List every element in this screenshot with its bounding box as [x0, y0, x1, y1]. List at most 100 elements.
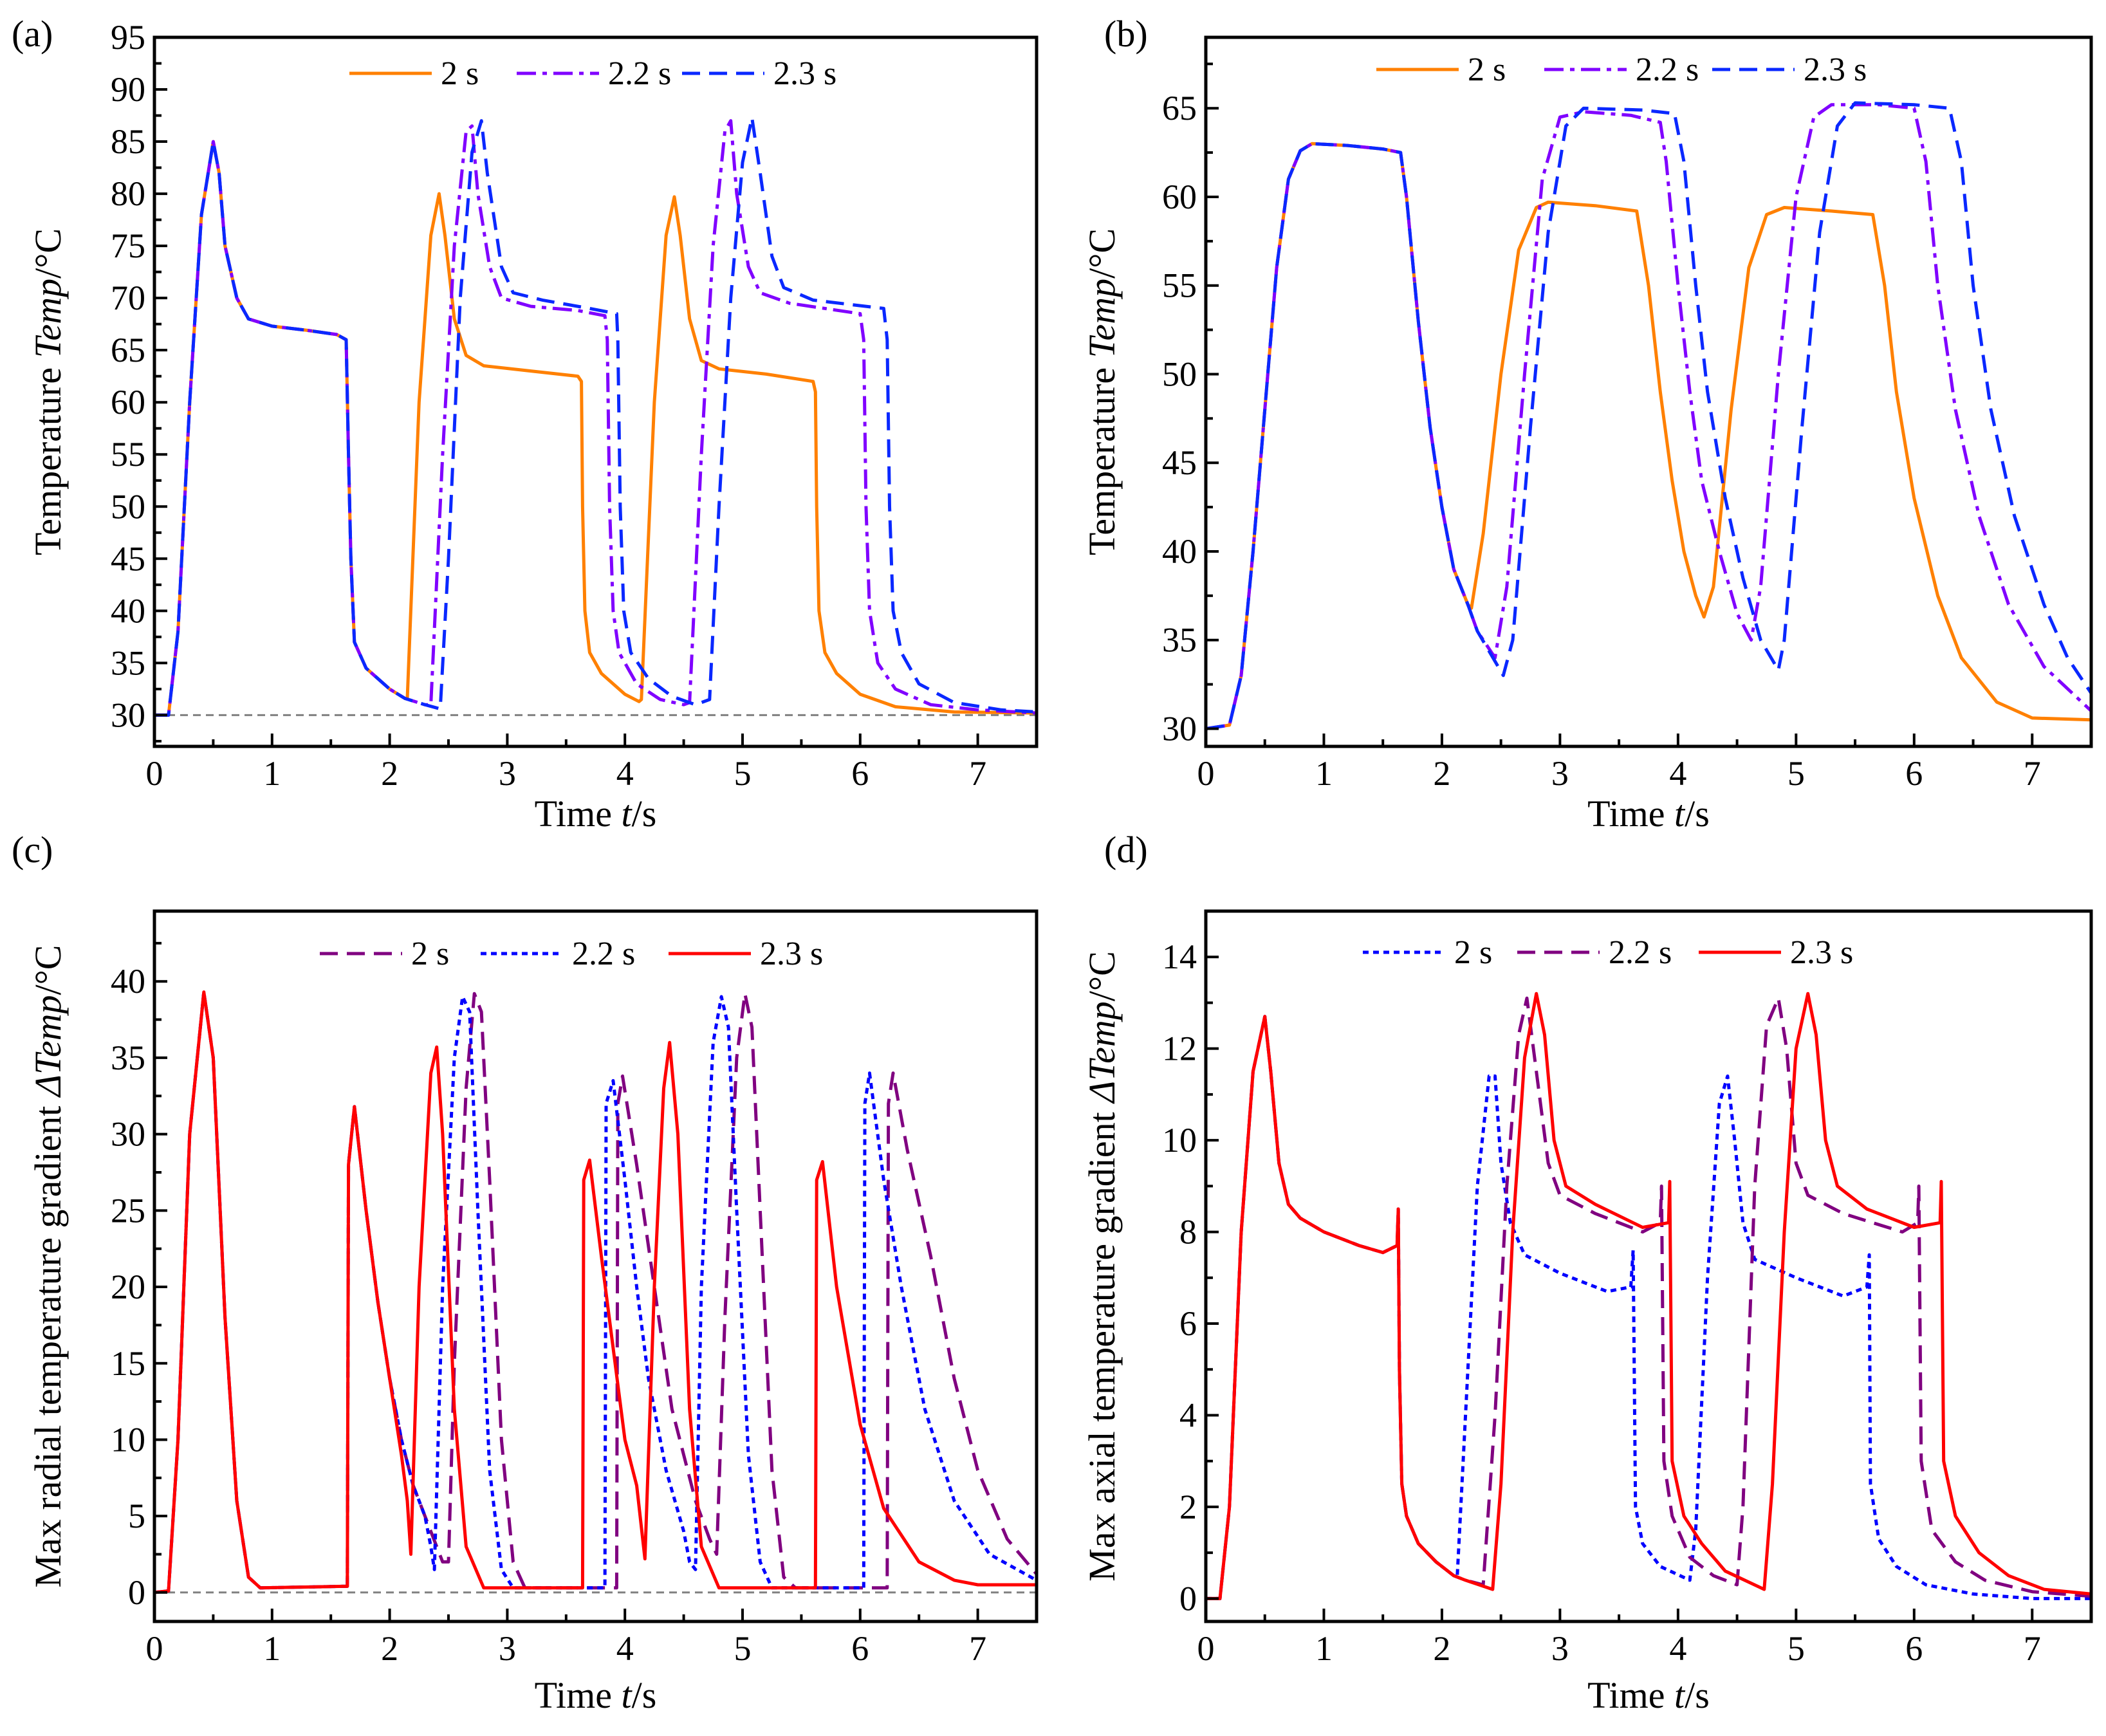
axis-label-pre: Time — [535, 1674, 622, 1716]
x-tick-label: 4 — [616, 1629, 634, 1668]
x-axis-label: Time t/s — [535, 793, 657, 835]
y-tick-label: 75 — [111, 226, 145, 265]
axis-label-ital: ΔTemp — [1081, 1001, 1123, 1104]
series-line-2-2-s — [154, 990, 1037, 1594]
y-tick-label: 90 — [111, 70, 145, 109]
panel-label: (d) — [1104, 829, 1148, 871]
y-tick-label: 40 — [111, 962, 145, 1001]
x-tick-label: 3 — [1551, 754, 1569, 793]
legend-label: 2.2 s — [572, 936, 635, 972]
x-tick-label: 2 — [1433, 754, 1450, 793]
x-tick-label: 5 — [1787, 754, 1805, 793]
y-tick-label: 55 — [111, 435, 145, 474]
series-line-2-3-s — [1206, 992, 2091, 1600]
plot-frame — [152, 35, 1039, 748]
x-tick-label: 0 — [1197, 1629, 1215, 1668]
x-tick-label: 4 — [616, 754, 634, 793]
y-tick-label: 6 — [1179, 1304, 1197, 1343]
legend-label: 2 s — [1454, 934, 1492, 971]
series-line-2-s — [1206, 1015, 2091, 1600]
legend: 2 s 2.2 s 2.3 s — [1376, 51, 1867, 88]
x-tick-label: 6 — [1905, 1629, 1923, 1668]
x-tick-label: 2 — [1433, 1629, 1450, 1668]
x-tick-label: 6 — [851, 754, 869, 793]
panel-label: (b) — [1104, 13, 1148, 55]
axis-label-pre: Temperature — [1081, 358, 1123, 555]
legend: 2 s 2.2 s 2.3 s — [1363, 934, 1853, 971]
legend-label: 2 s — [1468, 51, 1506, 88]
x-tick-label: 5 — [734, 754, 752, 793]
y-tick-label: 35 — [111, 643, 145, 682]
y-tick-label: 40 — [111, 591, 145, 630]
x-tick-label: 3 — [499, 1629, 516, 1668]
y-tick-label: 40 — [1162, 532, 1197, 571]
axis-label-ital: t — [622, 793, 633, 835]
y-tick-label: 70 — [111, 279, 145, 317]
y-tick-label: 30 — [111, 696, 145, 734]
x-axis-label: Time t/s — [1587, 1674, 1710, 1716]
legend: 2 s 2.2 s 2.3 s — [349, 55, 836, 92]
series-line-2-s — [154, 140, 1037, 717]
x-tick-label: 0 — [146, 1629, 163, 1668]
y-tick-label: 35 — [111, 1039, 145, 1077]
y-axis-label: Temperature Temp/°C — [1081, 228, 1123, 555]
y-tick-label: 95 — [111, 18, 145, 57]
axis-label-pre: Temperature — [27, 358, 69, 555]
y-tick-label: 55 — [1162, 266, 1197, 305]
y-tick-label: 30 — [111, 1115, 145, 1154]
y-tick-label: 35 — [1162, 621, 1197, 660]
x-axis-label: Time t/s — [1587, 793, 1710, 835]
series-line-2-s — [1206, 142, 2091, 730]
axis-label-post: /s — [1685, 1674, 1710, 1716]
axis-label-pre: Max axial temperature gradient — [1081, 1103, 1123, 1582]
y-tick-label: 85 — [111, 122, 145, 161]
x-tick-label: 5 — [1787, 1629, 1805, 1668]
y-tick-label: 4 — [1179, 1396, 1197, 1434]
series-line-2-2-s — [154, 119, 1037, 717]
legend-label: 2 s — [441, 55, 479, 92]
x-tick-label: 0 — [1197, 754, 1215, 793]
x-tick-label: 4 — [1669, 1629, 1686, 1668]
y-tick-label: 0 — [1179, 1579, 1197, 1618]
legend-label: 2.2 s — [1609, 934, 1672, 971]
y-axis-label: Max radial temperature gradient ΔTemp/°C — [27, 945, 69, 1588]
series-line-2-3-s — [154, 990, 1037, 1594]
y-axis-label: Max axial temperature gradient ΔTemp/°C — [1081, 951, 1123, 1582]
panel-label: (a) — [12, 13, 53, 55]
y-tick-label: 2 — [1179, 1488, 1197, 1526]
series-line-2-s — [154, 990, 1037, 1594]
axis-label-pre: Time — [1587, 793, 1674, 835]
x-tick-label: 7 — [2024, 1629, 2041, 1668]
axis-label-pre: Time — [535, 793, 622, 835]
x-tick-label: 1 — [263, 1629, 281, 1668]
legend-label: 2.3 s — [1804, 51, 1867, 88]
panel-a: (a)0 1 2 3 4 5 6 73035404550556065707580859095T… — [12, 13, 1039, 835]
x-tick-label: 1 — [1315, 754, 1333, 793]
y-tick-label: 65 — [1162, 89, 1197, 127]
plot-frame — [1204, 909, 2093, 1623]
series-line-2-2-s — [1206, 996, 2091, 1600]
panel-c: (c) 0 1 2 3 4 5 6 7 0 5 10 15 20 25 30 35 40 Time t/s Max r… — [12, 829, 1039, 1716]
legend-label: 2.3 s — [773, 55, 836, 92]
axis-label-post: /°C — [27, 945, 69, 995]
x-tick-label: 7 — [969, 754, 986, 793]
legend-label: 2.2 s — [1636, 51, 1699, 88]
x-tick-label: 5 — [734, 1629, 752, 1668]
x-tick-label: 6 — [1905, 754, 1923, 793]
axis-label-ital: t — [1674, 1674, 1686, 1716]
series-line-2-3-s — [1206, 101, 2091, 730]
legend-label: 2.3 s — [760, 936, 823, 972]
y-tick-label: 50 — [1162, 355, 1197, 393]
axis-label-ital: t — [622, 1674, 633, 1716]
y-tick-label: 5 — [128, 1497, 145, 1535]
axis-label-ital: t — [1674, 793, 1686, 835]
axis-label-post: /°C — [1081, 951, 1123, 1001]
y-tick-label: 0 — [128, 1573, 145, 1612]
panel-label: (c) — [12, 829, 53, 871]
legend-label: 2.2 s — [608, 55, 671, 92]
axis-label-ital: ΔTemp — [27, 995, 69, 1098]
axis-label-post: /s — [632, 793, 657, 835]
y-tick-label: 30 — [1162, 709, 1197, 748]
x-tick-label: 7 — [969, 1629, 986, 1668]
